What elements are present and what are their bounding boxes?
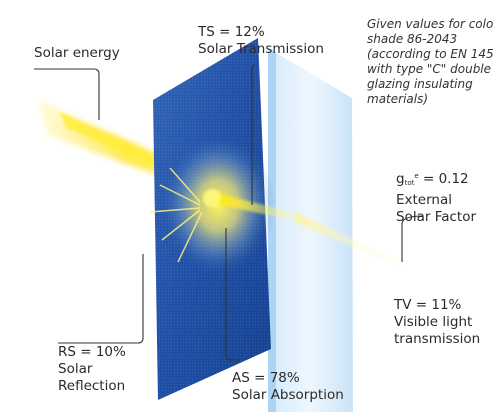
as-name: Solar Absorption xyxy=(232,387,344,403)
transmitted-beam xyxy=(212,192,300,222)
gtot-label: gtote = 0.12 External Solar Factor xyxy=(396,168,476,226)
note-line: (according to EN 145 xyxy=(367,47,494,61)
as-label: AS = 78% Solar Absorption xyxy=(232,370,344,404)
tv-line3: transmission xyxy=(394,331,481,347)
rs-line2: Solar xyxy=(58,361,93,377)
note-line: materials) xyxy=(367,92,429,106)
gtot-superscript: e xyxy=(414,172,419,180)
gtot-symbol: g xyxy=(396,171,405,187)
tv-label: TV = 11% Visible light transmission xyxy=(394,297,480,348)
as-value: AS = 78% xyxy=(232,370,300,386)
absorption-glow xyxy=(160,133,276,277)
leader-lines xyxy=(34,64,424,361)
note-line: glazing insulating xyxy=(367,77,473,91)
note-line: with type "C" double xyxy=(367,62,492,76)
ts-label: TS = 12% Solar Transmission xyxy=(198,24,324,58)
leader-rs xyxy=(58,254,144,344)
gtot-subscript: tot xyxy=(404,179,415,187)
note-line: Given values for colo xyxy=(367,17,494,31)
gtot-line3: Solar Factor xyxy=(396,209,477,225)
rs-label: RS = 10% Solar Reflection xyxy=(58,344,126,395)
rs-value: RS = 10% xyxy=(58,344,126,360)
ts-value: TS = 12% xyxy=(198,24,265,40)
gtot-value: = 0.12 xyxy=(422,171,469,187)
tv-line2: Visible light xyxy=(394,314,473,330)
leader-as xyxy=(225,228,240,361)
beam-entry-glow xyxy=(203,189,221,207)
leader-ts xyxy=(251,64,256,205)
transmitted-beam-outer xyxy=(295,212,420,276)
note-line: shade 86-2043 xyxy=(367,32,458,46)
ts-name: Solar Transmission xyxy=(198,41,324,57)
rs-line3: Reflection xyxy=(58,378,126,394)
gtot-value-line: gtote = 0.12 xyxy=(396,168,476,192)
leader-solar-energy xyxy=(34,68,100,120)
solar-energy-label: Solar energy xyxy=(34,45,120,61)
tv-value: TV = 11% xyxy=(394,297,462,313)
glazing-pane xyxy=(268,48,353,412)
reflected-rays xyxy=(149,167,203,263)
gtot-line2: External xyxy=(396,192,453,208)
given-values-note: Given values for colo shade 86-2043 (acc… xyxy=(367,17,494,107)
leader-gtot xyxy=(401,215,424,262)
